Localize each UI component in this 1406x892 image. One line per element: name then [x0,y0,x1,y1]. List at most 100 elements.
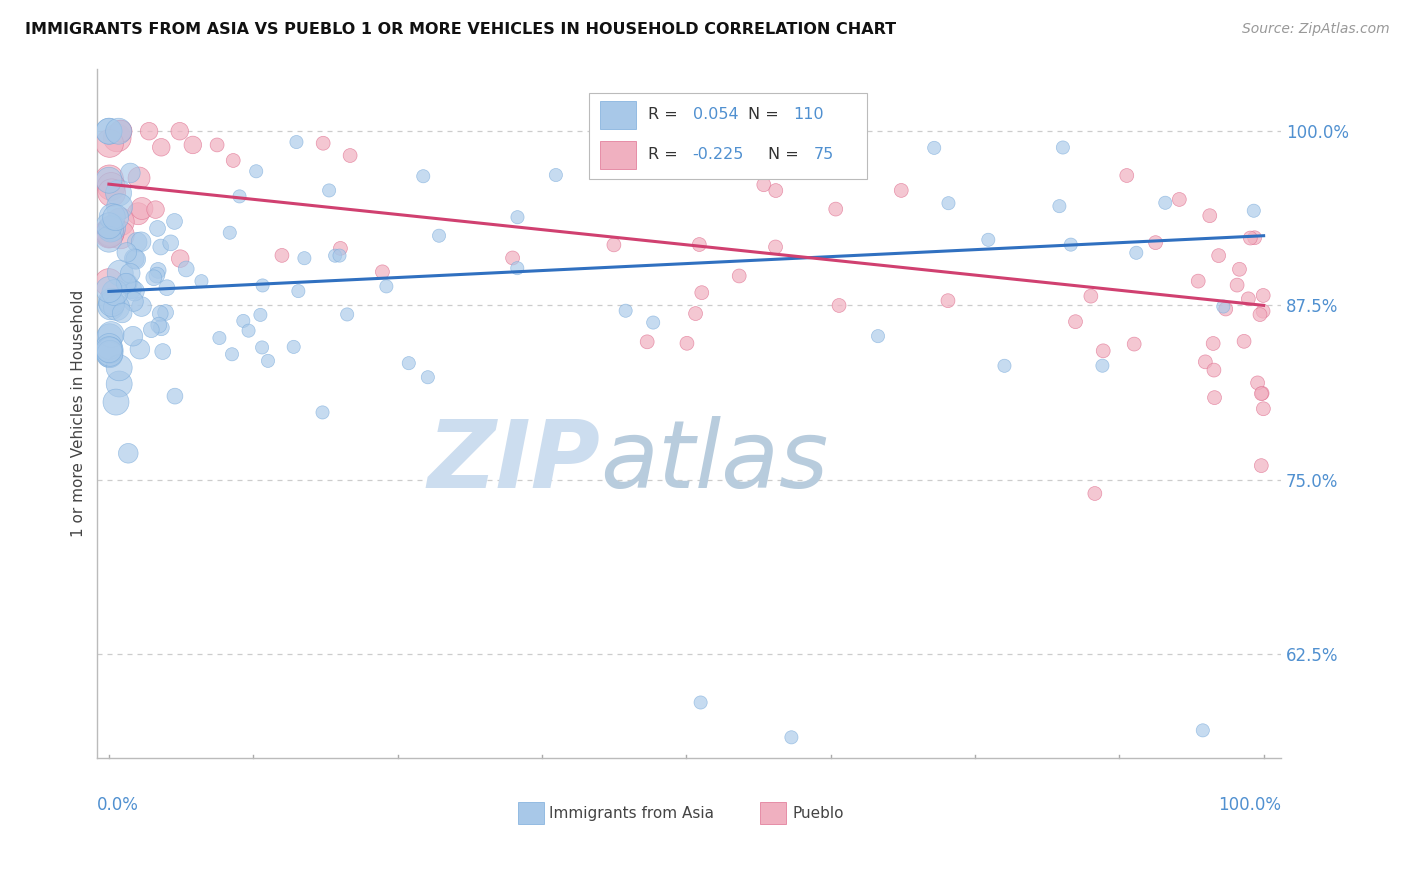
Point [110,124,132,138]
Point [218,226,240,240]
Point [110,124,132,138]
Point [97,276,120,290]
Point [208,331,231,345]
Point [780,731,803,745]
Point [311,405,333,419]
Point [1052,140,1074,154]
Point [1168,193,1191,207]
Point [129,235,152,249]
Point [922,141,945,155]
Point [169,252,191,266]
Point [101,296,124,310]
Point [866,329,889,343]
Point [1237,292,1260,306]
Point [249,308,271,322]
Point [1246,376,1268,390]
Point [1115,169,1137,183]
Point [977,233,1000,247]
Text: R =: R = [648,107,682,122]
Point [110,266,132,280]
Point [1154,195,1177,210]
Point [128,342,150,356]
Point [97,283,120,297]
Point [603,238,626,252]
Point [1215,301,1237,316]
Point [155,305,177,319]
Point [169,124,191,138]
Point [146,221,169,235]
Point [1202,363,1225,377]
Point [148,318,170,333]
Point [1064,315,1087,329]
FancyBboxPatch shape [600,101,636,128]
Point [97,173,120,187]
Point [1092,343,1115,358]
Point [323,249,346,263]
Point [1060,237,1083,252]
Point [100,300,122,314]
Point [1239,231,1261,245]
FancyBboxPatch shape [589,93,866,179]
FancyBboxPatch shape [761,802,786,823]
Point [150,320,173,334]
Point [690,285,713,300]
Point [138,124,160,138]
Point [1243,203,1265,218]
Point [181,137,204,152]
Point [1194,355,1216,369]
Point [506,210,529,224]
Point [101,221,124,235]
Point [107,124,129,138]
Point [104,211,127,225]
Point [98,343,121,358]
Point [105,395,128,409]
Point [1212,300,1234,314]
Point [1250,386,1272,401]
Point [936,293,959,308]
Point [688,237,710,252]
Text: 0.0%: 0.0% [97,797,139,814]
Point [636,334,658,349]
Point [98,347,121,361]
Text: 110: 110 [793,107,824,122]
Point [150,140,173,154]
Point [108,200,131,214]
Point [728,268,751,283]
Point [100,226,122,240]
Point [105,301,128,315]
Text: 75: 75 [814,147,834,162]
Point [98,225,121,239]
Point [1251,304,1274,318]
Point [100,327,122,342]
Point [97,124,120,138]
Point [232,314,254,328]
Point [271,248,294,262]
Point [205,137,228,152]
Point [1080,289,1102,303]
Point [1144,235,1167,250]
Text: ZIP: ZIP [427,416,600,508]
Point [98,348,121,362]
Point [993,359,1015,373]
Point [100,294,122,309]
Point [318,184,340,198]
Point [1191,723,1213,738]
Text: Immigrants from Asia: Immigrants from Asia [550,805,714,821]
Point [110,215,132,229]
Point [131,202,153,216]
Point [1233,334,1256,349]
Point [427,228,450,243]
Point [1229,262,1251,277]
Text: R =: R = [648,147,682,162]
Point [98,343,121,357]
Text: Pueblo: Pueblo [792,805,844,821]
Point [285,135,308,149]
Point [98,339,121,353]
Text: 100.0%: 100.0% [1218,797,1281,814]
Point [676,336,699,351]
Point [245,164,267,178]
FancyBboxPatch shape [600,141,636,169]
Point [98,124,121,138]
Point [104,285,127,300]
Point [120,266,142,280]
